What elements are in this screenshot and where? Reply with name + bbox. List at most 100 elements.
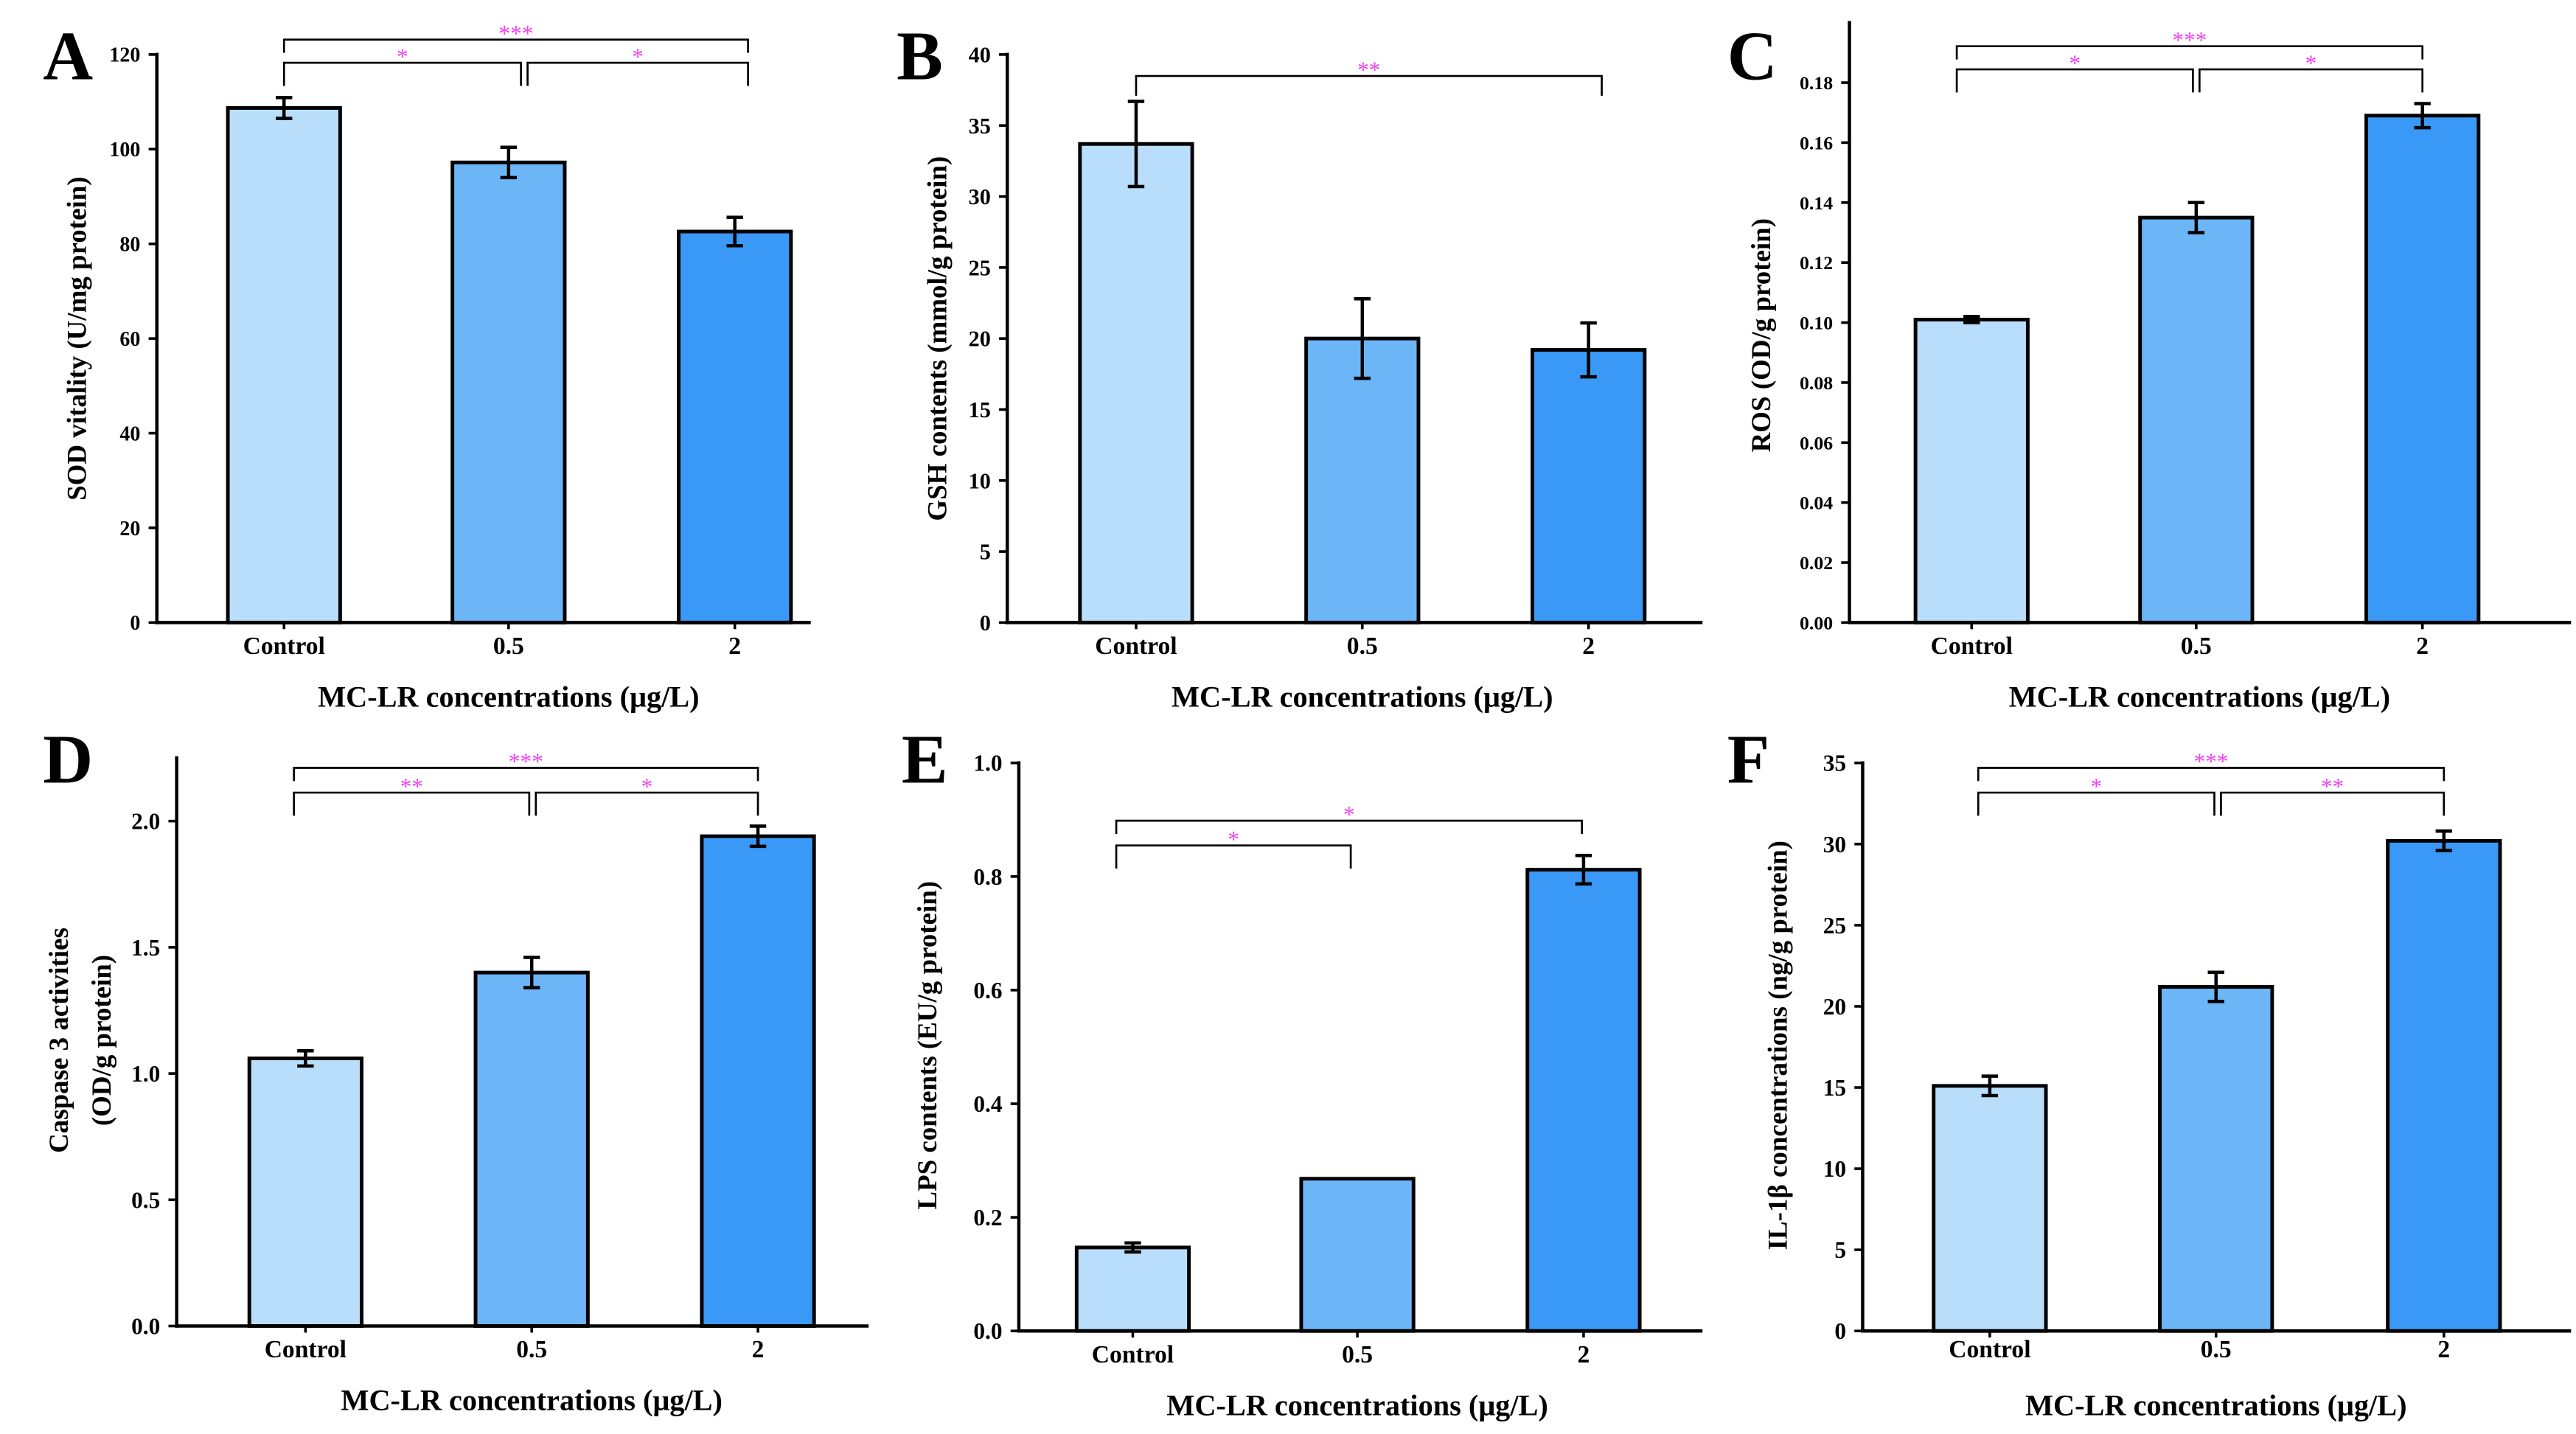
bars-e — [1074, 868, 1642, 1333]
bar-a-0-5 — [450, 160, 567, 624]
error-bar-f-2 — [2435, 829, 2453, 852]
y-tick-label-a-100: 100 — [109, 139, 140, 161]
error-bar-f-control — [1981, 1074, 1999, 1098]
panel-b: B 0 5 10 15 20 25 30 35 40 Control 0.5 2 MC-LR concen… — [897, 18, 1703, 714]
y-tick-label-d-0-0: 0.0 — [131, 1313, 160, 1339]
x-tick-label-d-0-5: 0.5 — [516, 1336, 547, 1363]
y-tick-label-e-0-0: 0.0 — [973, 1318, 1002, 1344]
bar-e-control — [1074, 1245, 1191, 1333]
y-tick-label-a-20: 20 — [119, 518, 140, 540]
error-bar-c-control — [1963, 315, 1980, 324]
significance-label-b-control-vs-2: ** — [1357, 57, 1380, 83]
y-tick-label-a-40: 40 — [119, 422, 140, 445]
panel-label-b: B — [897, 18, 943, 95]
x-axis-label-f: MC-LR concentrations (μg/L) — [2025, 1388, 2407, 1421]
significance-label-d-0-5-vs-2: * — [641, 773, 653, 799]
bar-b-control — [1078, 142, 1194, 624]
significance-bracket-c-control-vs-0-5 — [1955, 68, 2194, 93]
y-tick-label-a-60: 60 — [119, 328, 140, 351]
y-tick-label-f-35: 35 — [1823, 751, 1846, 776]
significance-bracket-f-control-vs-2 — [1977, 767, 2446, 782]
significance-label-e-control-vs-0-5: * — [1228, 826, 1239, 852]
significance-bracket-c-control-vs-2 — [1955, 45, 2424, 60]
y-tick-label-f-30: 30 — [1823, 832, 1846, 857]
y-tick-label-e-0-2: 0.2 — [973, 1205, 1002, 1231]
bar-f-control — [1932, 1084, 2048, 1333]
significance-bracket-a-0-5-vs-2 — [526, 61, 749, 86]
error-bar-a-2 — [726, 215, 743, 248]
y-tick-label-b-20: 20 — [969, 327, 991, 352]
error-bar-b-control — [1127, 100, 1145, 189]
x-axis-label-c: MC-LR concentrations (μg/L) — [2009, 681, 2391, 714]
bars-c — [1913, 114, 2481, 624]
x-tick-label-e-control: Control — [1092, 1341, 1174, 1368]
x-tick-label-b-0-5: 0.5 — [1347, 633, 1378, 660]
significance-label-f-control-vs-2: *** — [2194, 749, 2229, 775]
y-tick-label-c-0-16: 0.16 — [1800, 132, 1833, 153]
x-tick-label-b-control: Control — [1095, 633, 1177, 660]
y-tick-label-f-10: 10 — [1823, 1156, 1846, 1182]
error-bar-b-0-5 — [1354, 296, 1371, 380]
y-axis-label-b: GSH contents (mmol/g protein) — [922, 156, 953, 521]
error-bar-a-0-5 — [500, 145, 518, 180]
bar-a-2 — [677, 229, 793, 624]
y-tick-label-b-40: 40 — [969, 42, 991, 67]
x-tick-label-f-control: Control — [1949, 1336, 2030, 1363]
bar-f-2 — [2386, 838, 2502, 1333]
panel-label-d: D — [43, 722, 93, 798]
y-tick-label-e-1-0: 1.0 — [973, 751, 1002, 776]
significance-label-c-0-5-vs-2: * — [2305, 50, 2317, 76]
error-bar-c-2 — [2414, 102, 2431, 130]
bar-d-control — [247, 1057, 363, 1328]
bars-f — [1932, 838, 2502, 1333]
y-tick-label-f-20: 20 — [1823, 994, 1846, 1020]
y-tick-label-c-0-12: 0.12 — [1800, 252, 1833, 274]
x-axis-label-e: MC-LR concentrations (μg/L) — [1166, 1388, 1548, 1421]
panel-label-c: C — [1727, 18, 1778, 95]
y-tick-label-b-35: 35 — [969, 114, 991, 139]
error-bar-c-0-5 — [2187, 201, 2205, 234]
y-tick-label-f-15: 15 — [1823, 1075, 1846, 1101]
y-tick-label-d-1-0: 1.0 — [131, 1061, 160, 1087]
bars-b — [1078, 142, 1647, 624]
error-bar-f-0-5 — [2207, 970, 2224, 1003]
y-tick-label-c-0-04: 0.04 — [1800, 492, 1833, 514]
x-tick-label-f-0-5: 0.5 — [2201, 1336, 2232, 1363]
panel-label-f: F — [1727, 722, 1769, 798]
significance-bracket-a-control-vs-0-5 — [282, 61, 522, 86]
panel-a: A 0 20 40 60 80 100 120 Control 0.5 2 MC-LR concent… — [43, 18, 811, 714]
significance-label-e-control-vs-2: * — [1343, 801, 1355, 827]
y-tick-label-c-0-08: 0.08 — [1800, 372, 1833, 394]
significance-bracket-f-0-5-vs-2 — [2220, 791, 2446, 816]
y-tick-label-b-30: 30 — [969, 184, 991, 209]
significance-label-a-control-vs-2: *** — [498, 21, 533, 46]
error-bar-e-control — [1124, 1241, 1141, 1254]
x-tick-label-e-2: 2 — [1578, 1341, 1590, 1368]
y-axis-label-d-line-1: Caspase 3 activities — [43, 927, 74, 1153]
significance-label-a-0-5-vs-2: * — [632, 43, 644, 69]
significance-bracket-c-0-5-vs-2 — [2198, 68, 2424, 93]
y-tick-label-f-0: 0 — [1834, 1318, 1846, 1344]
significance-bracket-e-control-vs-2 — [1115, 819, 1584, 835]
y-tick-label-a-80: 80 — [119, 234, 140, 257]
x-tick-label-e-0-5: 0.5 — [1342, 1341, 1373, 1368]
significance-bracket-d-control-vs-2 — [293, 767, 759, 782]
y-axis-label-a: SOD vitality (U/mg protein) — [61, 176, 92, 500]
y-tick-label-e-0-6: 0.6 — [973, 978, 1002, 1003]
significance-label-f-control-vs-0-5: * — [2091, 773, 2103, 799]
y-tick-label-b-25: 25 — [969, 255, 991, 280]
y-tick-label-b-5: 5 — [980, 540, 991, 565]
significance-bracket-a-control-vs-2 — [282, 38, 749, 53]
bar-c-control — [1913, 318, 2030, 624]
significance-bracket-e-control-vs-0-5 — [1115, 844, 1352, 869]
y-tick-label-c-0-14: 0.14 — [1800, 192, 1833, 214]
bar-d-2 — [700, 834, 816, 1328]
x-axis-label-b: MC-LR concentrations (μg/L) — [1172, 681, 1553, 714]
y-axis-label-e: LPS contents (EU/g protein) — [912, 881, 943, 1210]
bar-d-0-5 — [473, 970, 590, 1328]
x-tick-label-d-control: Control — [265, 1336, 347, 1363]
y-tick-label-c-0-00: 0.00 — [1800, 612, 1833, 633]
x-tick-label-f-2: 2 — [2437, 1336, 2450, 1363]
y-tick-label-c-0-18: 0.18 — [1800, 72, 1833, 94]
